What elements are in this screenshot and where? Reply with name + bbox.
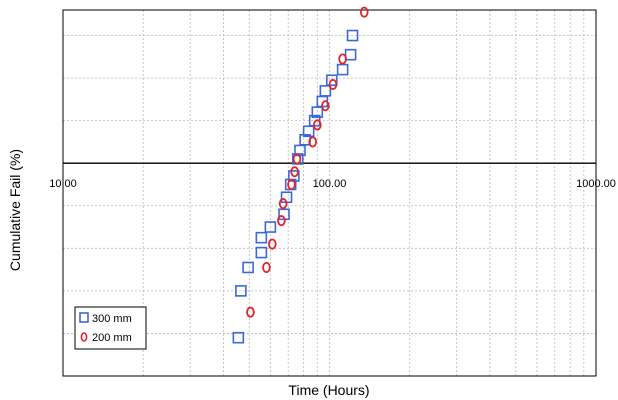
grid	[63, 10, 596, 377]
data-point-200mm	[290, 166, 299, 178]
legend-label-200mm: 200 mm	[92, 332, 132, 344]
data-point-200mm	[321, 100, 330, 112]
data-point-200mm	[267, 238, 277, 250]
data-point-200mm	[338, 53, 347, 65]
data-point-300mm	[255, 246, 268, 259]
data-point-200mm	[308, 136, 318, 148]
data-point-200mm	[277, 215, 286, 227]
x-tick-labels: 10.00 100.00 1000.00	[49, 178, 616, 190]
data-point-200mm	[287, 178, 296, 190]
x-tick-label: 10.00	[49, 178, 77, 190]
data-point-300mm	[325, 74, 338, 87]
y-axis-title: Cumulative Fail (%)	[7, 149, 23, 271]
x-tick-label: 100.00	[313, 178, 347, 190]
legend-swatch-300mm	[79, 312, 89, 323]
data-point-300mm	[264, 221, 277, 233]
data-point-200mm	[246, 306, 255, 318]
legend-label-300mm: 300 mm	[92, 313, 132, 325]
data-point-300mm	[344, 48, 357, 61]
data-point-300mm	[346, 29, 359, 42]
data-point-200mm	[292, 153, 302, 165]
legend: 300 mm 200 mm	[74, 306, 147, 350]
data-point-200mm	[278, 198, 288, 210]
data-points	[232, 6, 369, 344]
legend-swatch-200mm	[80, 332, 88, 342]
data-point-200mm	[359, 6, 369, 18]
data-point-300mm	[255, 231, 268, 244]
x-tick-label: 1000.00	[576, 178, 616, 190]
data-point-200mm	[313, 119, 322, 131]
legend-box	[74, 306, 147, 350]
plot-frame	[62, 9, 597, 377]
data-point-200mm	[328, 78, 338, 90]
data-point-300mm	[242, 261, 254, 274]
data-point-300mm	[232, 331, 245, 344]
data-point-300mm	[235, 285, 247, 297]
x-axis-title: Time (Hours)	[288, 382, 369, 398]
data-point-300mm	[302, 125, 315, 138]
data-point-300mm	[319, 85, 332, 97]
data-point-300mm	[336, 63, 349, 76]
data-point-200mm	[262, 261, 271, 273]
